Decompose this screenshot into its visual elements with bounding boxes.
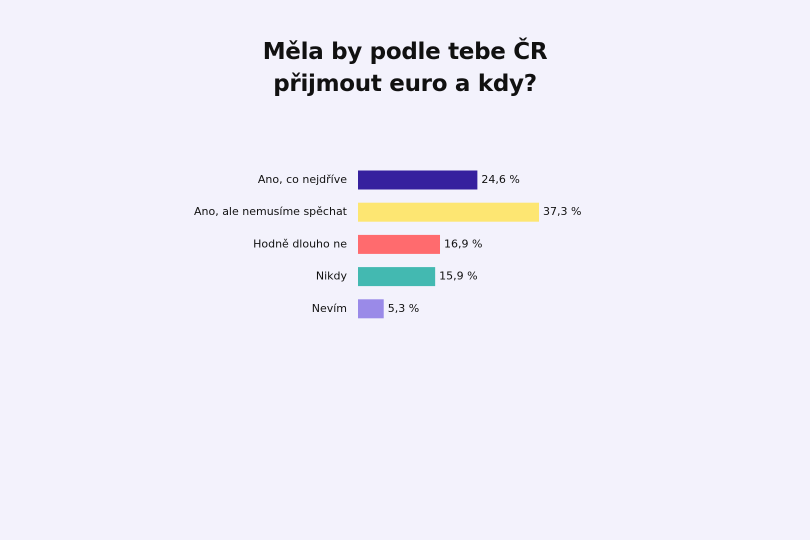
- category-label: Nikdy: [316, 270, 348, 283]
- category-label: Nevím: [312, 302, 347, 315]
- category-label: Hodně dlouho ne: [253, 237, 347, 250]
- bar: [358, 299, 384, 319]
- bar: [358, 202, 539, 222]
- value-label: 5,3 %: [388, 302, 419, 315]
- chart-title: Měla by podle tebe ČR přijmout euro a kd…: [262, 39, 548, 97]
- category-label: Ano, co nejdříve: [258, 173, 347, 186]
- value-label: 24,6 %: [481, 173, 519, 186]
- bar: [358, 170, 478, 190]
- bar: [358, 267, 436, 287]
- value-label: 16,9 %: [444, 237, 482, 250]
- bar: [358, 234, 441, 254]
- value-label: 37,3 %: [543, 205, 581, 218]
- value-label: 15,9 %: [439, 270, 477, 283]
- category-label: Ano, ale nemusíme spěchat: [194, 205, 348, 218]
